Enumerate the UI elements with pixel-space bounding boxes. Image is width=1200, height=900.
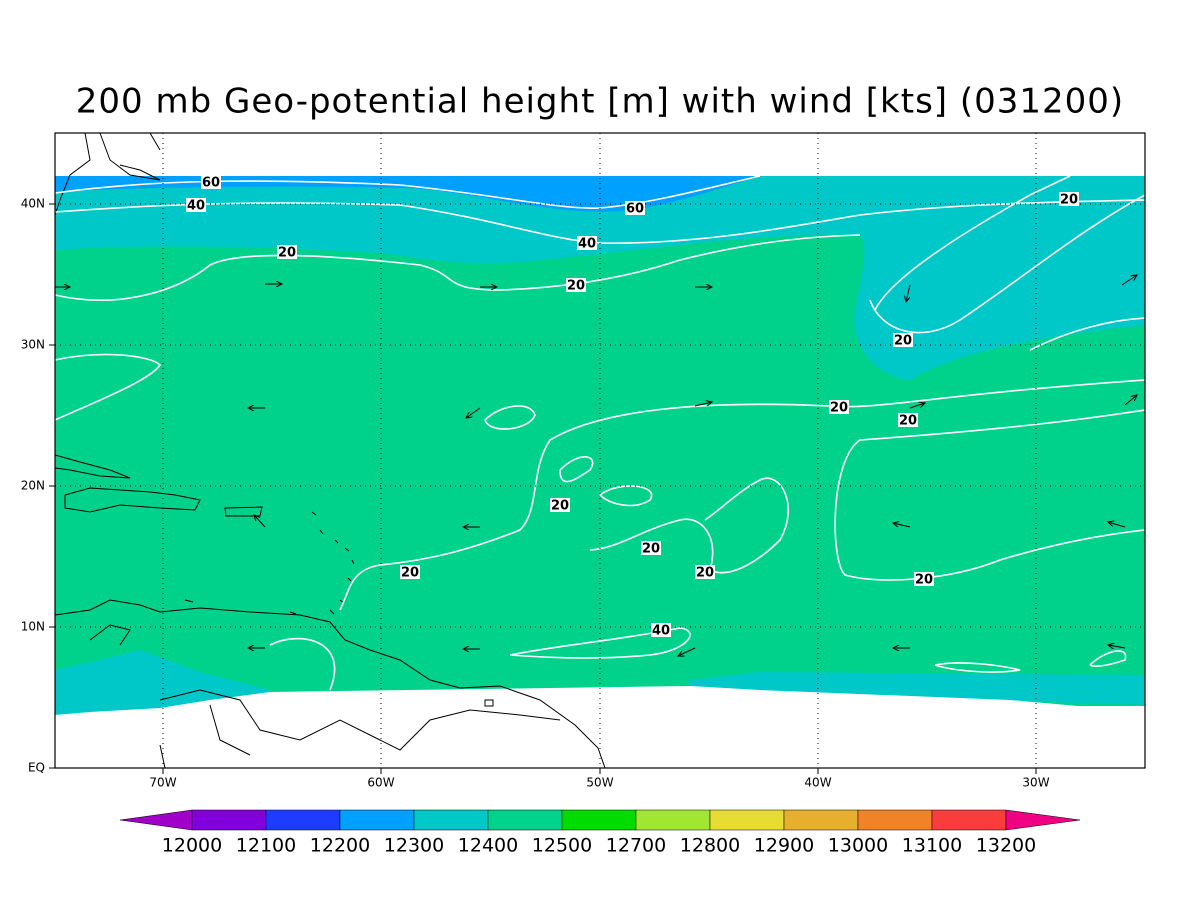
contour-label-box — [641, 541, 661, 555]
contour-label-box — [566, 278, 586, 292]
colorbar-segment — [561, 809, 637, 831]
contour-label: 20 — [642, 542, 660, 557]
contour-label: 40 — [578, 237, 596, 252]
contour-label: 20 — [894, 334, 912, 349]
wind-arrows — [55, 275, 1137, 656]
colorbar-label: 12700 — [606, 835, 666, 857]
colorbar-segment — [487, 809, 563, 831]
field-12300 — [55, 176, 760, 212]
contour-label: 60 — [626, 202, 644, 217]
contour-label-box — [898, 413, 918, 427]
no-data — [55, 686, 1145, 768]
colorbar-segment — [635, 809, 711, 831]
lat-label: 40N — [21, 197, 45, 211]
contour-label: 20 — [696, 566, 714, 581]
colorbar-segment — [709, 809, 785, 831]
contour-label: 20 — [1060, 193, 1078, 208]
colorbar-label: 12500 — [532, 835, 592, 857]
colorbar-label: 12100 — [236, 835, 296, 857]
lon-label: 70W — [149, 776, 176, 790]
field-12400 — [55, 176, 1145, 380]
colorbar-label: 12300 — [384, 835, 444, 857]
colorbar: 12000 12100 12200 12300 12400 12500 12700 12800… — [119, 809, 1081, 857]
field-12400 — [690, 672, 1145, 705]
contour-label: 20 — [830, 401, 848, 416]
contour-label-box — [550, 498, 570, 512]
contour-label-box — [186, 198, 206, 212]
lat-label: 10N — [21, 620, 45, 634]
contour-label-box — [1059, 192, 1079, 206]
lon-label: 50W — [586, 776, 613, 790]
contour-label: 40 — [652, 624, 670, 639]
contour-label-box — [400, 565, 420, 579]
lon-label: 30W — [1022, 776, 1049, 790]
colorbar-segment — [931, 809, 1007, 831]
contour-label-box — [914, 572, 934, 586]
contour-label: 20 — [278, 246, 296, 261]
contour-label-box — [695, 565, 715, 579]
contour-label-box — [625, 201, 645, 215]
contour-label: 20 — [915, 573, 933, 588]
lon-label: 60W — [367, 776, 394, 790]
contour-label-box — [201, 175, 221, 189]
map-frame — [54, 132, 1146, 769]
colorbar-segment — [857, 809, 933, 831]
contour-labels: 60 40 60 40 20 20 20 20 20 20 20 20 20 20 20 40 — [186, 175, 1079, 639]
colorbar-segment — [265, 809, 341, 831]
field-12400 — [55, 650, 270, 715]
contour-label-box — [893, 333, 913, 347]
contour-label: 20 — [401, 566, 419, 581]
graticule — [49, 133, 1145, 774]
contour-label: 20 — [551, 499, 569, 514]
contour-label: 60 — [202, 176, 220, 191]
colorbar-label: 12200 — [310, 835, 370, 857]
colorbar-segment — [119, 809, 193, 831]
map: 60 40 60 40 20 20 20 20 20 20 20 20 20 20 20 40 — [49, 132, 1146, 774]
colorbar-segment — [783, 809, 859, 831]
lat-label: EQ — [28, 761, 45, 775]
colorbar-label: 12900 — [754, 835, 814, 857]
colorbar-segment — [339, 809, 415, 831]
lat-label: 30N — [21, 338, 45, 352]
colorbar-segment — [413, 809, 489, 831]
colorbar-label: 12400 — [458, 835, 518, 857]
map-title: 200 mb Geo-potential height [m] with win… — [76, 82, 1124, 122]
colorbar-label: 13100 — [902, 835, 962, 857]
colorbar-segment — [1005, 809, 1081, 831]
colorbar-segment — [191, 809, 267, 831]
lat-label: 20N — [21, 479, 45, 493]
colorbar-label: 12800 — [680, 835, 740, 857]
contours — [54, 175, 1146, 691]
colorbar-label: 12000 — [162, 835, 222, 857]
colorbar-label: 13200 — [976, 835, 1036, 857]
lon-label: 40W — [804, 776, 831, 790]
contour-label: 40 — [187, 199, 205, 214]
contour-label-box — [829, 400, 849, 414]
contour-label-box — [651, 623, 671, 637]
colorbar-label: 13000 — [828, 835, 888, 857]
contour-label-box — [277, 245, 297, 259]
contour-label: 20 — [567, 279, 585, 294]
contour-label: 20 — [899, 414, 917, 429]
contour-label-box — [577, 236, 597, 250]
